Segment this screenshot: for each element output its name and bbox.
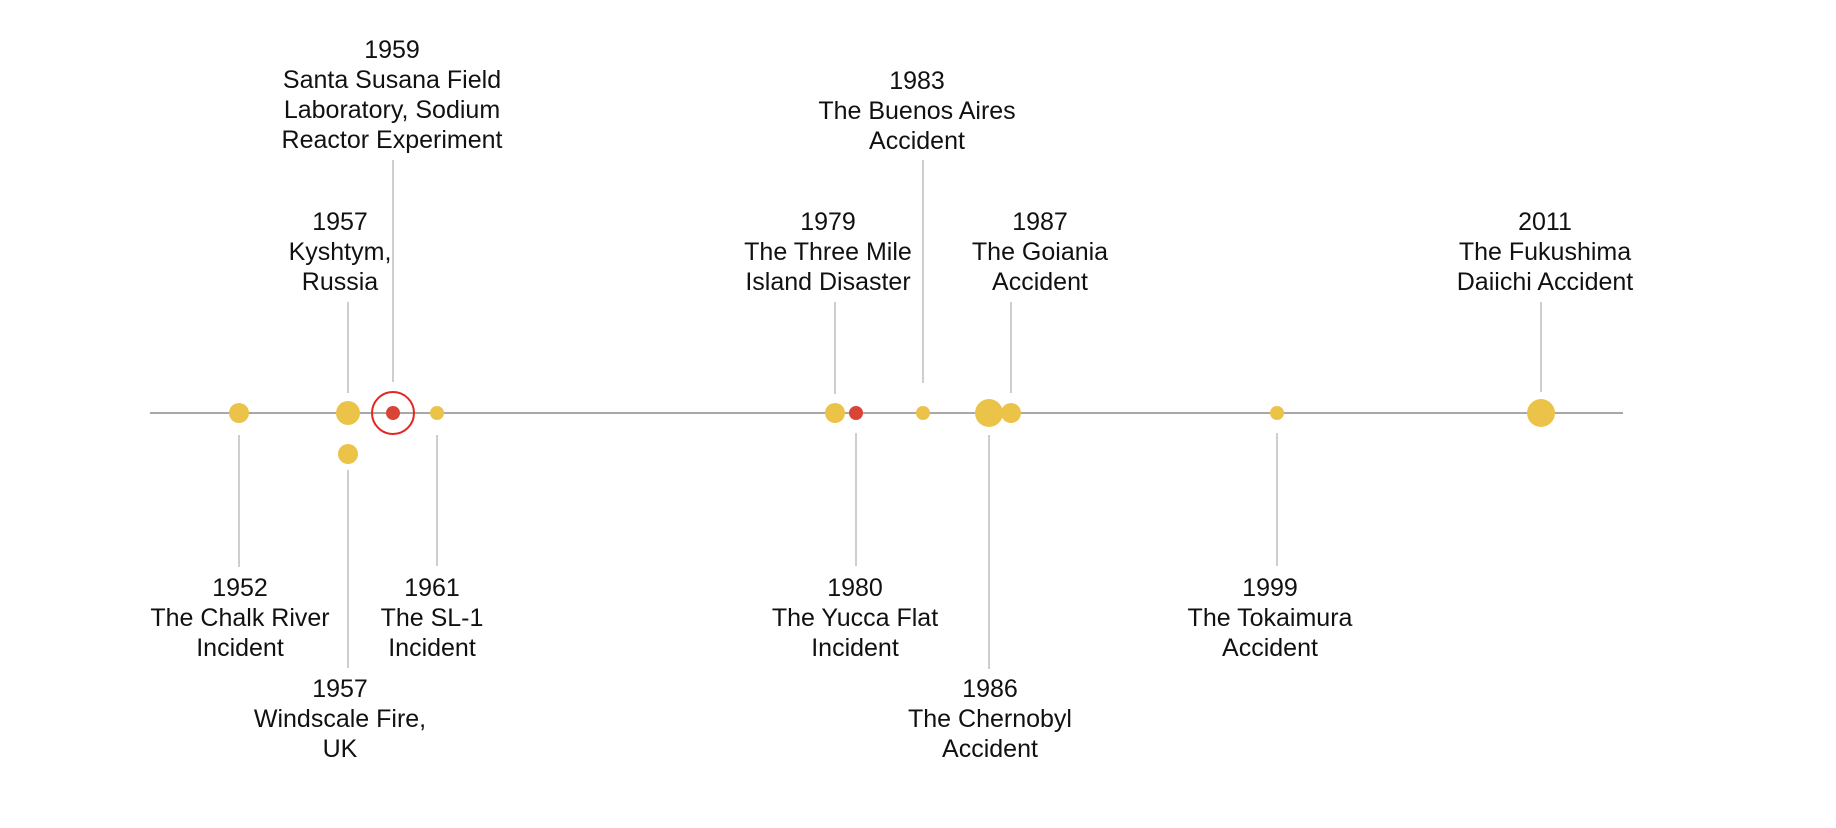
event-dot-windscale[interactable]	[338, 444, 358, 464]
event-dot-yucca-flat[interactable]	[849, 406, 863, 420]
leader-lines	[238, 160, 1542, 669]
event-year: 1980	[827, 574, 883, 602]
event-title-line: The Fukushima	[1459, 238, 1631, 266]
event-title-line: The Buenos Aires	[818, 97, 1015, 125]
event-title-line: Accident	[1222, 634, 1318, 662]
event-title-line: Island Disaster	[745, 268, 910, 296]
event-label-windscale: 1957 Windscale Fire, UK	[254, 675, 426, 763]
event-year: 2011	[1518, 208, 1572, 236]
event-dot-sl-1[interactable]	[430, 406, 444, 420]
event-title-line: Accident	[942, 735, 1038, 763]
event-title-line: The Goiania	[972, 238, 1108, 266]
event-dot-santa-susana[interactable]	[386, 406, 400, 420]
event-label-santa-susana: 1959 Santa Susana Field Laboratory, Sodium…	[282, 36, 503, 154]
event-title-line: Kyshtym,	[289, 238, 392, 266]
event-label-tokaimura: 1999 The Tokaimura Accident	[1188, 574, 1353, 662]
event-label-chalk-river: 1952 The Chalk River Incident	[150, 574, 329, 662]
event-title-line: Incident	[811, 634, 899, 662]
event-title-line: Laboratory, Sodium	[284, 96, 500, 124]
event-title-line: Windscale Fire,	[254, 705, 426, 733]
event-dot-kyshtym[interactable]	[336, 401, 360, 425]
event-year: 1979	[800, 208, 856, 236]
event-year: 1986	[962, 675, 1018, 703]
event-year: 1983	[889, 67, 945, 95]
event-dot-buenos-aires[interactable]	[916, 406, 930, 420]
event-title-line: Daiichi Accident	[1457, 268, 1634, 296]
event-label-three-mile-island: 1979 The Three Mile Island Disaster	[744, 208, 912, 296]
event-title-line: The Tokaimura	[1188, 604, 1353, 632]
event-title-line: Accident	[992, 268, 1088, 296]
event-title-line: UK	[323, 735, 358, 763]
event-dot-goiania[interactable]	[1001, 403, 1021, 423]
event-dot-fukushima[interactable]	[1527, 399, 1555, 427]
event-dot-chalk-river[interactable]	[229, 403, 249, 423]
event-year: 1959	[364, 36, 420, 64]
event-title-line: Accident	[869, 127, 965, 155]
event-year: 1999	[1242, 574, 1298, 602]
event-title-line: Reactor Experiment	[282, 126, 503, 154]
event-dot-chernobyl[interactable]	[975, 399, 1003, 427]
event-title-line: The Chernobyl	[908, 705, 1072, 733]
event-year: 1957	[312, 208, 368, 236]
event-dot-three-mile-island[interactable]	[825, 403, 845, 423]
event-label-fukushima: 2011 The Fukushima Daiichi Accident	[1457, 208, 1634, 296]
event-dot-tokaimura[interactable]	[1270, 406, 1284, 420]
event-title-line: Incident	[388, 634, 476, 662]
event-year: 1987	[1012, 208, 1068, 236]
event-title-line: Russia	[302, 268, 379, 296]
event-label-goiania: 1987 The Goiania Accident	[972, 208, 1108, 296]
event-markers	[229, 391, 1555, 464]
event-title-line: The Chalk River	[150, 604, 329, 632]
highlight-ring-santa-susana[interactable]	[371, 391, 415, 435]
event-title-line: Santa Susana Field	[283, 66, 501, 94]
event-title-line: The Three Mile	[744, 238, 912, 266]
event-label-yucca-flat: 1980 The Yucca Flat Incident	[772, 574, 938, 662]
event-year: 1952	[212, 574, 268, 602]
event-year: 1961	[404, 574, 460, 602]
event-title-line: The SL-1	[381, 604, 484, 632]
event-label-chernobyl: 1986 The Chernobyl Accident	[908, 675, 1072, 763]
event-year: 1957	[312, 675, 368, 703]
event-label-kyshtym: 1957 Kyshtym, Russia	[289, 208, 392, 296]
event-label-buenos-aires: 1983 The Buenos Aires Accident	[818, 67, 1015, 155]
event-title-line: Incident	[196, 634, 284, 662]
event-label-sl-1: 1961 The SL-1 Incident	[381, 574, 484, 662]
event-title-line: The Yucca Flat	[772, 604, 938, 632]
